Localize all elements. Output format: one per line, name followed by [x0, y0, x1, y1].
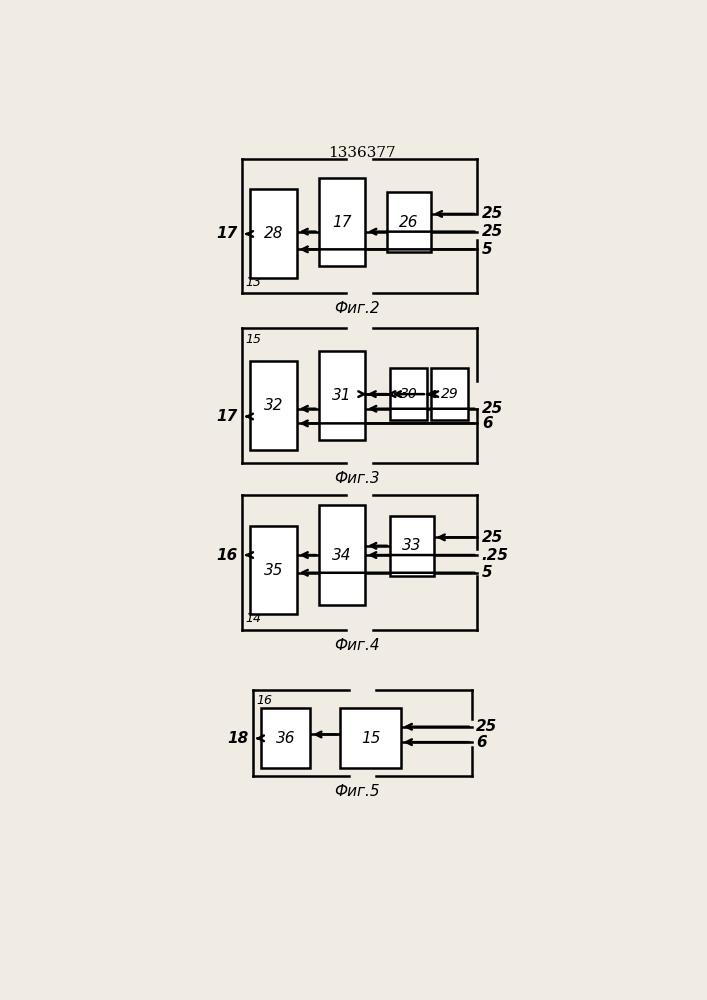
- Text: 15: 15: [361, 731, 380, 746]
- Text: 25: 25: [481, 206, 503, 221]
- Text: 17: 17: [216, 409, 238, 424]
- Text: 6: 6: [477, 735, 487, 750]
- Text: 1336377: 1336377: [329, 146, 396, 160]
- Bar: [390, 368, 427, 420]
- Bar: [431, 368, 468, 420]
- Text: 34: 34: [332, 548, 351, 563]
- Text: 5: 5: [481, 565, 492, 580]
- Bar: [387, 192, 431, 252]
- Text: Фиг.3: Фиг.3: [334, 471, 380, 486]
- Text: 31: 31: [332, 388, 351, 403]
- Bar: [319, 178, 365, 266]
- Text: 17: 17: [216, 226, 238, 241]
- Bar: [341, 708, 401, 768]
- Bar: [319, 505, 365, 605]
- Text: 26: 26: [399, 215, 419, 230]
- Text: 30: 30: [399, 387, 417, 401]
- Bar: [250, 189, 297, 278]
- Text: 15: 15: [245, 333, 261, 346]
- Text: 32: 32: [264, 398, 283, 413]
- Text: 25: 25: [481, 224, 503, 239]
- Text: 29: 29: [440, 387, 458, 401]
- Text: 25: 25: [481, 530, 503, 545]
- Text: 35: 35: [264, 563, 283, 578]
- Text: 6: 6: [481, 416, 492, 431]
- Bar: [261, 708, 310, 768]
- Text: 16: 16: [216, 548, 238, 563]
- Text: 36: 36: [276, 731, 296, 746]
- Text: 14: 14: [245, 612, 261, 625]
- Text: 16: 16: [256, 694, 272, 707]
- Text: Фиг.2: Фиг.2: [334, 301, 380, 316]
- Text: 25: 25: [481, 401, 503, 416]
- Text: Фиг.5: Фиг.5: [334, 784, 380, 799]
- Bar: [250, 526, 297, 614]
- Bar: [250, 361, 297, 450]
- Text: Фиг.4: Фиг.4: [334, 638, 380, 653]
- Text: .25: .25: [481, 548, 509, 563]
- Text: 33: 33: [402, 538, 421, 553]
- Bar: [390, 516, 433, 576]
- Text: 17: 17: [332, 215, 351, 230]
- Text: 25: 25: [477, 719, 498, 734]
- Text: 28: 28: [264, 226, 283, 241]
- Text: 13: 13: [245, 276, 261, 289]
- Text: 18: 18: [227, 731, 248, 746]
- Bar: [319, 351, 365, 440]
- Text: 5: 5: [481, 242, 492, 257]
